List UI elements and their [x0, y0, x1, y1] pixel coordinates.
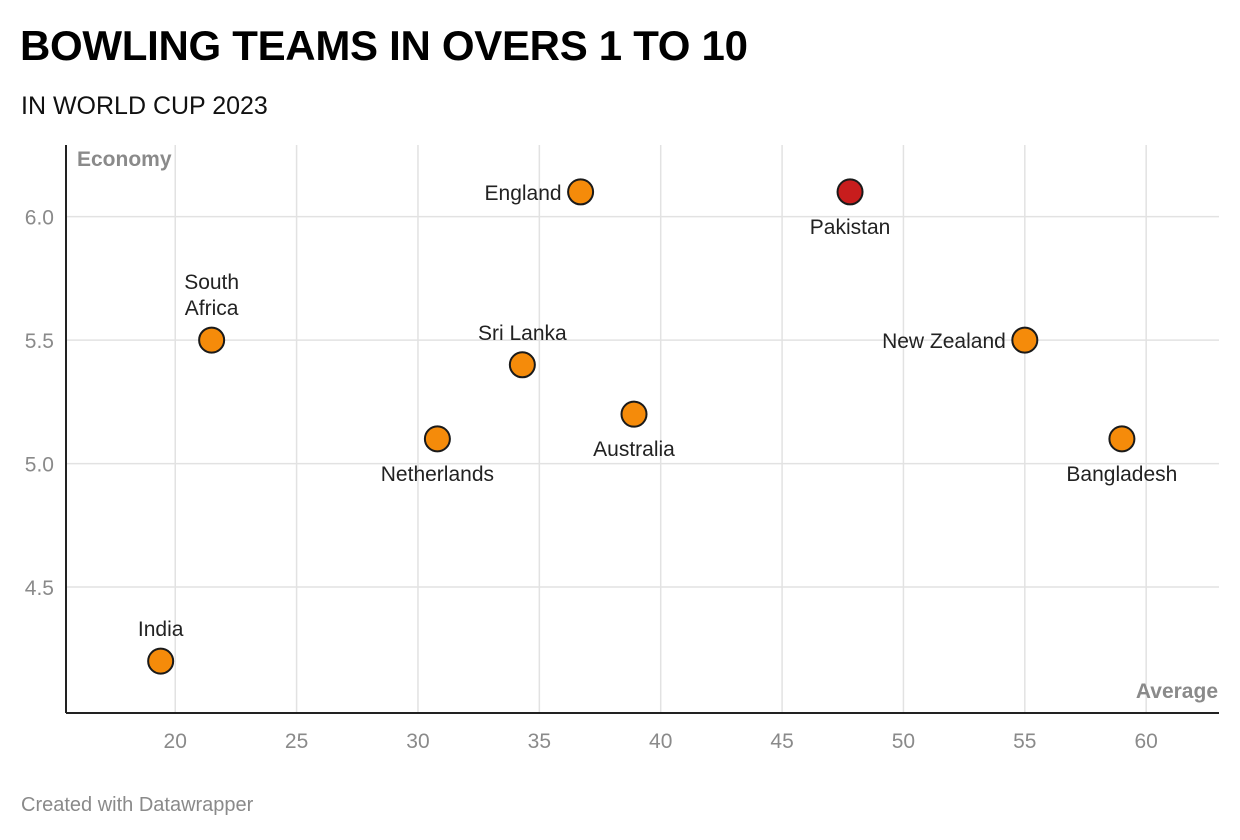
data-point [1011, 326, 1039, 354]
x-tick-label: 50 [892, 730, 915, 753]
y-tick-label: 5.0 [25, 454, 54, 477]
x-tick-label: 55 [1013, 730, 1036, 753]
data-point [1108, 425, 1136, 453]
point-label: South [184, 271, 239, 294]
data-point [198, 326, 226, 354]
y-tick-label: 5.5 [25, 330, 54, 353]
data-point [147, 647, 175, 675]
x-axis-title: Average [1136, 680, 1218, 703]
grid-lines [66, 145, 1219, 713]
chart-title: BOWLING TEAMS IN OVERS 1 TO 10 [20, 22, 748, 69]
chart-subtitle: IN WORLD CUP 2023 [21, 92, 268, 120]
x-tick-label: 25 [285, 730, 308, 753]
point-label: India [138, 618, 184, 641]
point-labels: England Pakistan South Africa Sri Lanka New Z… [138, 182, 1177, 641]
data-point [620, 400, 648, 428]
y-tick-label: 6.0 [25, 207, 54, 230]
point-label: Netherlands [381, 463, 494, 486]
point-label: Africa [185, 297, 239, 320]
axes [65, 145, 1219, 714]
x-tick-label: 45 [770, 730, 793, 753]
x-tick-label: 30 [406, 730, 429, 753]
x-tick-label: 35 [528, 730, 551, 753]
y-axis-title: Economy [77, 148, 172, 171]
x-tick-label: 60 [1134, 730, 1157, 753]
footer-credit: Created with Datawrapper [21, 794, 254, 816]
point-label: Sri Lanka [478, 322, 567, 345]
tick-labels: 20 25 30 35 40 45 50 55 60 4.5 5.0 5.5 6.0 [25, 207, 1158, 753]
data-point [567, 178, 595, 206]
point-label: Pakistan [810, 216, 891, 239]
y-tick-label: 4.5 [25, 577, 54, 600]
x-tick-label: 20 [164, 730, 187, 753]
point-label: Australia [593, 438, 675, 461]
x-tick-label: 40 [649, 730, 672, 753]
point-label: New Zealand [882, 330, 1006, 353]
point-label: Bangladesh [1066, 463, 1177, 486]
point-label: England [485, 182, 562, 205]
data-points [147, 178, 1136, 675]
data-point [508, 351, 536, 379]
data-point [836, 178, 864, 206]
data-point [423, 425, 451, 453]
